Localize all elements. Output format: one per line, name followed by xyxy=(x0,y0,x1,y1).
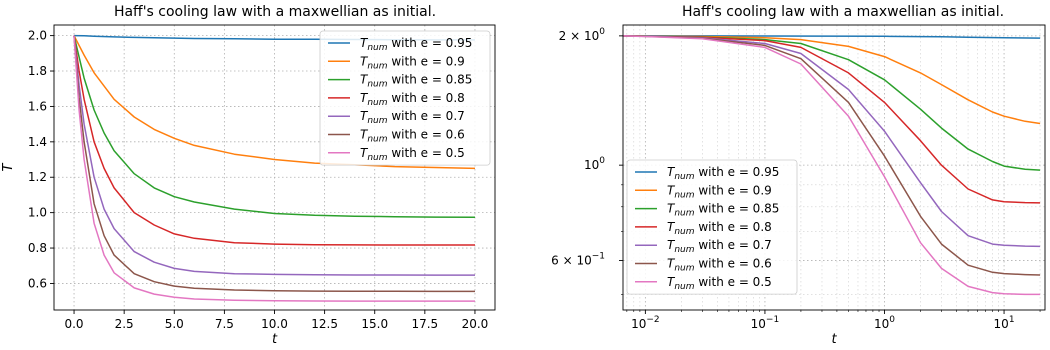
legend-item: Tnum with e = 0.8 xyxy=(328,91,465,108)
legend-label: Tnum with e = 0.9 xyxy=(667,183,772,200)
series-group xyxy=(622,35,1041,296)
x-tick-label: 7.5 xyxy=(215,317,234,331)
chart-title: Haff's cooling law with a maxwellian as … xyxy=(114,4,436,20)
y-tick-label: 1.8 xyxy=(28,64,47,78)
series-line xyxy=(73,35,475,293)
legend-item: Tnum with e = 0.5 xyxy=(328,146,465,163)
series-line xyxy=(622,35,1041,296)
y-tick-label: 100 xyxy=(584,156,605,172)
x-axis-label: t xyxy=(272,332,278,347)
x-tick-label: 2.5 xyxy=(115,317,134,331)
legend-label: Tnum with e = 0.7 xyxy=(360,109,465,126)
legend-item: Tnum with e = 0.85 xyxy=(635,202,779,219)
legend-label: Tnum with e = 0.85 xyxy=(360,73,472,90)
y-tick-label: 0.6 xyxy=(28,276,47,290)
legend-item: Tnum with e = 0.7 xyxy=(635,238,772,255)
chart-title: Haff's cooling law with a maxwellian as … xyxy=(682,4,1004,20)
x-axis-label: t xyxy=(831,332,837,347)
legend-item: Tnum with e = 0.9 xyxy=(328,54,465,71)
legend-label: Tnum with e = 0.6 xyxy=(360,128,465,145)
plot-frame xyxy=(53,24,496,311)
legend-label: Tnum with e = 0.95 xyxy=(667,165,779,182)
legend-label: Tnum with e = 0.8 xyxy=(360,91,465,108)
right-chart-panel: Haff's cooling law with a maxwellian as … xyxy=(525,0,1050,350)
x-tick-label: 10−1 xyxy=(751,315,780,331)
legend-item: Tnum with e = 0.5 xyxy=(635,275,772,292)
legend-label: Tnum with e = 0.5 xyxy=(360,146,465,163)
legend-label: Tnum with e = 0.6 xyxy=(667,257,772,274)
y-tick-label: 1.0 xyxy=(28,206,47,220)
x-tick-label: 10.0 xyxy=(261,317,288,331)
legend-label: Tnum with e = 0.7 xyxy=(667,238,772,255)
x-tick-label: 12.5 xyxy=(311,317,338,331)
y-tick-label: 1.6 xyxy=(28,99,47,113)
legend-item: Tnum with e = 0.6 xyxy=(635,257,772,274)
y-tick-label: 2.0 xyxy=(28,29,47,43)
legend-item: Tnum with e = 0.95 xyxy=(635,165,779,182)
series-line xyxy=(73,35,475,276)
legend-box xyxy=(319,30,491,166)
y-tick-label: 1.2 xyxy=(28,170,47,184)
legend-label: Tnum with e = 0.95 xyxy=(360,36,472,53)
legend-label: Tnum with e = 0.8 xyxy=(667,220,772,237)
x-tick-label: 20.0 xyxy=(462,317,489,331)
legend-item: Tnum with e = 0.6 xyxy=(328,128,465,145)
x-tick-label: 5.0 xyxy=(165,317,184,331)
x-tick-label: 100 xyxy=(874,315,895,331)
y-tick-label: 0.8 xyxy=(28,241,47,255)
legend-item: Tnum with e = 0.95 xyxy=(328,36,472,53)
legend-item: Tnum with e = 0.9 xyxy=(635,183,772,200)
y-tick-label: 2 × 100 xyxy=(559,27,606,43)
left-chart: Haff's cooling law with a maxwellian as … xyxy=(1,4,496,347)
y-tick-label: 1.4 xyxy=(28,135,47,149)
legend-box xyxy=(626,159,798,295)
right-chart: Haff's cooling law with a maxwellian as … xyxy=(551,4,1046,347)
x-tick-label: 15.0 xyxy=(361,317,388,331)
y-tick-label: 6 × 10−1 xyxy=(551,251,605,267)
plot-frame xyxy=(622,24,1046,311)
x-tick-label: 0.0 xyxy=(64,317,83,331)
legend-label: Tnum with e = 0.5 xyxy=(667,275,772,292)
series-line xyxy=(73,35,475,302)
series-line xyxy=(73,35,476,218)
series-line xyxy=(73,35,476,170)
series-line xyxy=(73,35,475,246)
legend-item: Tnum with e = 0.7 xyxy=(328,109,465,126)
series-line xyxy=(622,35,1041,204)
x-tick-label: 10−2 xyxy=(631,315,660,331)
legend-item: Tnum with e = 0.85 xyxy=(328,73,472,90)
left-chart-panel: Haff's cooling law with a maxwellian as … xyxy=(1,4,496,347)
x-tick-label: 17.5 xyxy=(411,317,438,331)
legend-item: Tnum with e = 0.8 xyxy=(635,220,772,237)
legend-label: Tnum with e = 0.9 xyxy=(360,54,465,71)
x-tick-label: 101 xyxy=(994,315,1015,331)
legend-label: Tnum with e = 0.85 xyxy=(667,202,779,219)
y-axis-label: T xyxy=(1,162,16,171)
